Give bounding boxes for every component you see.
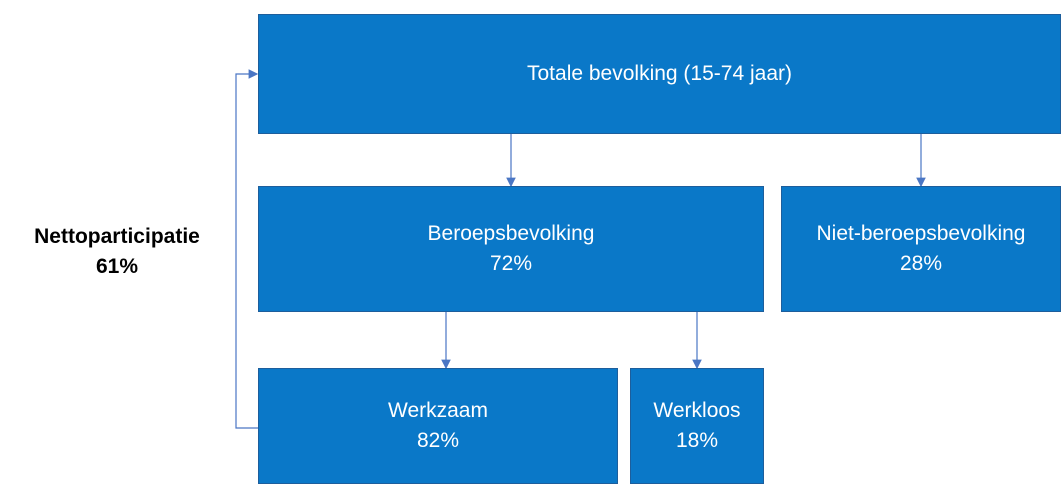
node-label: Niet-beroepsbevolking: [816, 222, 1026, 245]
node-box: Totale bevolking (15-74 jaar): [258, 14, 1061, 134]
node-share: 18%: [675, 429, 719, 452]
node-label: Beroepsbevolking: [427, 222, 595, 245]
node-share: 28%: [899, 252, 943, 275]
node-share: 72%: [489, 252, 533, 275]
node-box: Niet-beroepsbevolking 28%: [781, 186, 1061, 312]
node-share: 82%: [416, 429, 460, 452]
arrow: [235, 69, 259, 429]
side-label-share: 61%: [95, 255, 139, 278]
side-label: Nettoparticipatie 61%: [0, 222, 234, 282]
node-box: Werkzaam 82%: [258, 368, 618, 484]
node-label: Werkzaam: [388, 399, 488, 422]
side-label-title: Nettoparticipatie: [34, 225, 200, 248]
node-label: Totale bevolking (15-74 jaar): [527, 62, 792, 85]
node-box: Beroepsbevolking 72%: [258, 186, 764, 312]
node-box: Werkloos 18%: [630, 368, 764, 484]
node-label: Werkloos: [653, 399, 741, 422]
